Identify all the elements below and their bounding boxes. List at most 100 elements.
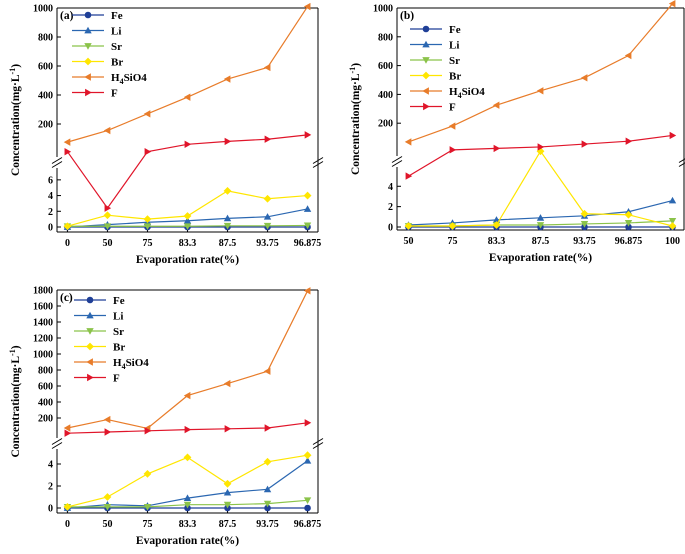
data-point-H4SiO4 bbox=[103, 415, 111, 424]
legend-label-Br: Br bbox=[111, 57, 123, 69]
axis-break-mark bbox=[51, 161, 63, 168]
y-tick-label: 1000 bbox=[33, 350, 53, 361]
data-point-F bbox=[264, 424, 272, 432]
panel-label: (c) bbox=[60, 292, 73, 304]
y-tick-label: 600 bbox=[38, 62, 53, 73]
axis-break-mark bbox=[51, 438, 63, 445]
panel-label: (b) bbox=[400, 10, 414, 22]
legend-marker-H4SiO4 bbox=[86, 358, 93, 366]
legend-marker-Li bbox=[84, 26, 92, 34]
axis-break-mark bbox=[51, 442, 63, 449]
legend-marker-Li bbox=[422, 40, 430, 48]
axis-break-mark bbox=[391, 156, 403, 163]
data-point-F bbox=[224, 425, 232, 433]
data-point-Li bbox=[303, 457, 312, 464]
legend-marker-Br bbox=[422, 71, 430, 80]
legend-marker-F bbox=[85, 88, 92, 97]
data-point-Br bbox=[263, 194, 272, 203]
data-point-Fe bbox=[264, 504, 271, 512]
y-tick-label: 800 bbox=[38, 33, 53, 44]
data-point-F bbox=[64, 429, 72, 437]
legend-label-part: H bbox=[111, 72, 120, 84]
y-tick-label: 1200 bbox=[33, 334, 53, 345]
series-line-Li bbox=[408, 199, 673, 226]
y-tick-label: 800 bbox=[378, 32, 393, 43]
data-point-Sr bbox=[223, 222, 232, 230]
data-point-Br bbox=[303, 191, 312, 200]
legend-marker-Sr bbox=[84, 43, 92, 50]
y-tick-label: 2 bbox=[48, 207, 53, 218]
data-point-Li bbox=[668, 196, 677, 204]
x-tick-label: 50 bbox=[403, 236, 413, 247]
data-point-H4SiO4 bbox=[624, 51, 632, 60]
data-point-F bbox=[625, 137, 633, 145]
legend-marker-Fe bbox=[84, 11, 92, 19]
y-axis-label-close: ) bbox=[10, 345, 22, 349]
data-point-H4SiO4 bbox=[63, 138, 71, 146]
data-point-Br bbox=[263, 457, 272, 466]
data-point-Br bbox=[63, 222, 72, 231]
y-tick-label: 200 bbox=[378, 119, 393, 130]
y-axis-label-superscript: -1 bbox=[8, 349, 17, 356]
x-tick-label: 75 bbox=[142, 238, 152, 249]
legend-label-Li: Li bbox=[113, 311, 123, 323]
x-tick-label: 93.75 bbox=[256, 238, 279, 249]
data-point-Br bbox=[63, 503, 72, 511]
data-point-Li bbox=[263, 213, 272, 220]
legend-label-F: F bbox=[449, 102, 456, 114]
y-tick-label: 1800 bbox=[33, 286, 53, 297]
x-axis-label: Evaporation rate(%) bbox=[489, 252, 592, 264]
data-point-Sr bbox=[263, 500, 272, 508]
data-point-F bbox=[449, 146, 457, 154]
data-point-Li bbox=[263, 485, 272, 493]
data-point-F bbox=[64, 147, 72, 156]
y-tick-label: 400 bbox=[38, 91, 53, 102]
data-point-H4SiO4 bbox=[404, 138, 412, 146]
axis-break-mark bbox=[51, 157, 63, 164]
data-point-Sr bbox=[580, 221, 589, 228]
y-axis-label: Concentration(mg·L-1) bbox=[8, 345, 22, 457]
data-point-F bbox=[304, 131, 312, 139]
data-point-H4SiO4 bbox=[103, 126, 111, 135]
data-point-Br bbox=[183, 453, 192, 462]
legend-label-part: SiO4 bbox=[124, 72, 148, 84]
data-point-Li bbox=[183, 217, 192, 224]
data-point-H4SiO4 bbox=[263, 367, 271, 375]
x-tick-label: 96.875 bbox=[294, 519, 322, 530]
legend-marker-Fe bbox=[86, 296, 94, 304]
legend-label-H4SiO4: H4SiO4 bbox=[111, 72, 147, 86]
data-point-Li bbox=[223, 214, 232, 222]
data-point-Br bbox=[624, 210, 633, 219]
x-tick-label: 0 bbox=[65, 238, 70, 249]
axis-break-mark bbox=[312, 438, 324, 445]
y-tick-label: 1600 bbox=[33, 302, 53, 313]
data-point-H4SiO4 bbox=[536, 87, 544, 95]
data-point-H4SiO4 bbox=[183, 391, 191, 400]
axis-break-mark bbox=[678, 162, 685, 167]
legend-label-subscript: 4 bbox=[122, 362, 126, 371]
y-tick-label: 4 bbox=[388, 182, 393, 193]
x-tick-label: 100 bbox=[665, 236, 680, 247]
data-point-Sr bbox=[624, 220, 633, 227]
axis-break-mark bbox=[678, 158, 685, 163]
data-point-F bbox=[144, 147, 152, 156]
legend-label-H4SiO4: H4SiO4 bbox=[449, 86, 485, 100]
legend-label-Li: Li bbox=[449, 40, 459, 52]
data-point-Br bbox=[103, 493, 112, 501]
data-point-Br bbox=[580, 209, 589, 218]
x-tick-label: 83.3 bbox=[179, 238, 197, 249]
y-tick-label: 600 bbox=[378, 61, 393, 72]
data-point-F bbox=[304, 419, 312, 427]
data-point-Li bbox=[183, 494, 192, 501]
x-tick-label: 75 bbox=[447, 236, 457, 247]
data-point-Sr bbox=[303, 222, 312, 230]
x-tick-label: 0 bbox=[65, 519, 70, 530]
chart-panel-0: 200 400 600 800 1000 0 2 4 6 0 50 75 83.3 87.5 93.75 96… bbox=[8, 2, 324, 266]
axis-break-mark bbox=[312, 442, 324, 449]
y-tick-label: 2 bbox=[48, 482, 53, 493]
y-axis-label-close: ) bbox=[350, 63, 362, 67]
y-axis-label-superscript: -1 bbox=[8, 68, 17, 75]
legend-label-part: H bbox=[113, 357, 122, 369]
y-tick-label: 6 bbox=[48, 175, 53, 186]
y-tick-label: 2 bbox=[388, 202, 393, 213]
